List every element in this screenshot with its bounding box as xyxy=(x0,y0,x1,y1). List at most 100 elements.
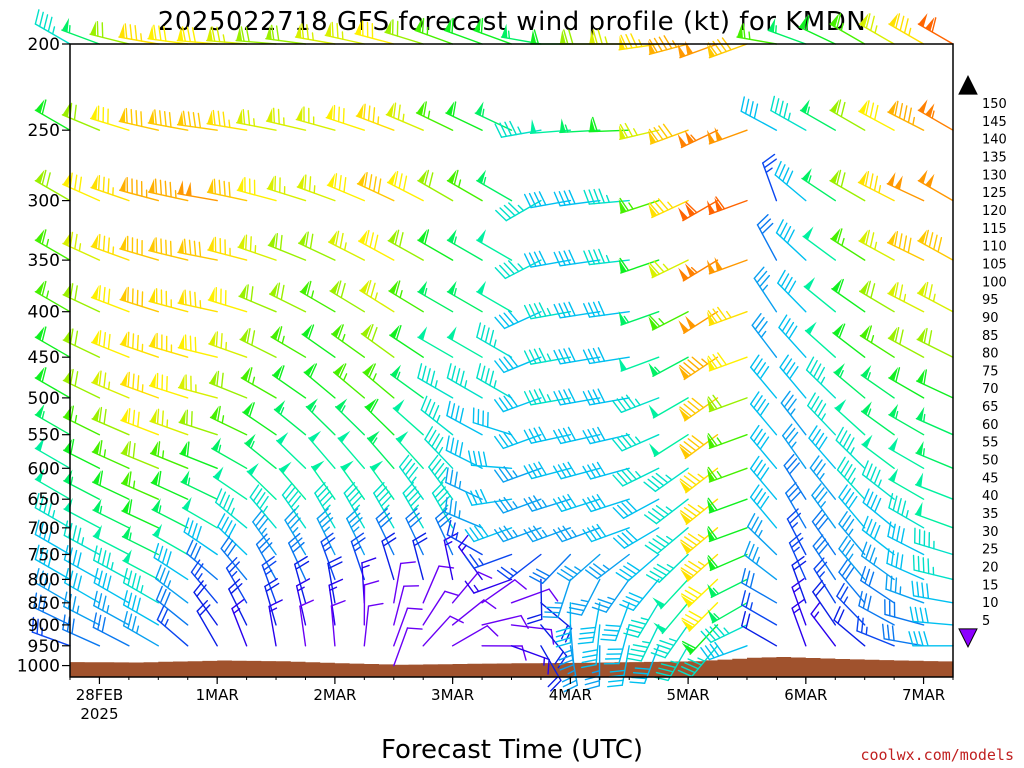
barb-full xyxy=(779,222,788,237)
barb-pennant xyxy=(389,324,400,339)
barb-full xyxy=(921,582,925,599)
wind-barb xyxy=(552,525,601,543)
wind-barb xyxy=(706,497,748,514)
barb-full xyxy=(620,34,628,50)
barb-full xyxy=(791,555,805,566)
barb-full xyxy=(127,440,132,457)
barb-half xyxy=(510,567,518,574)
barb-full xyxy=(289,517,301,530)
wind-barb xyxy=(225,556,248,604)
barb-pennant xyxy=(888,13,899,28)
barb-half xyxy=(262,505,268,514)
wind-barb xyxy=(375,508,395,556)
barb-full xyxy=(417,363,423,379)
barb-full xyxy=(183,517,190,533)
barb-full xyxy=(928,531,931,548)
barb-half xyxy=(141,384,144,393)
barb-shaft xyxy=(91,341,130,358)
barb-full xyxy=(757,320,768,335)
barb-shaft xyxy=(236,122,277,131)
barb-full xyxy=(745,570,751,586)
barb-half xyxy=(323,526,331,533)
wind-barb xyxy=(443,532,458,581)
barb-full xyxy=(34,519,40,536)
barb-shaft xyxy=(122,604,160,626)
wind-barb xyxy=(89,20,130,45)
barb-full xyxy=(455,368,461,384)
barb-shaft xyxy=(651,199,689,219)
barb-pennant xyxy=(830,99,840,114)
barb-full xyxy=(865,518,873,534)
barb-full xyxy=(64,567,69,584)
barb-full xyxy=(31,616,35,633)
wind-barb xyxy=(120,371,160,399)
barb-pennant xyxy=(888,367,899,381)
barb-half xyxy=(434,380,438,389)
wind-barb xyxy=(648,311,689,331)
barb-shaft xyxy=(532,527,572,543)
wind-barb xyxy=(34,567,71,604)
barb-shaft xyxy=(595,624,601,666)
barb-half xyxy=(228,119,231,129)
barb-full xyxy=(914,527,916,544)
barb-full xyxy=(489,329,495,346)
barb-shaft xyxy=(481,614,522,626)
wind-barb xyxy=(523,495,572,512)
barb-pennant xyxy=(680,568,693,582)
wind-barb xyxy=(118,107,160,131)
barb-full xyxy=(839,430,848,445)
y-tick-label: 600 xyxy=(28,459,60,479)
barb-full xyxy=(250,286,254,302)
wind-barb xyxy=(445,467,483,500)
colorbar-label: 25 xyxy=(982,543,999,558)
barb-full xyxy=(621,532,634,544)
barb-full xyxy=(817,517,829,531)
barb-full xyxy=(898,102,904,119)
wind-barb xyxy=(316,508,336,556)
barb-shaft xyxy=(914,513,954,529)
barb-full xyxy=(817,403,827,418)
barb-full xyxy=(588,249,596,265)
wind-barb xyxy=(357,229,395,261)
barb-full xyxy=(914,606,919,623)
barb-half xyxy=(230,570,238,578)
barb-shaft xyxy=(858,605,895,626)
barb-half xyxy=(697,533,706,540)
barb-full xyxy=(421,365,427,382)
barb-full xyxy=(168,111,172,128)
barb-pennant xyxy=(648,443,660,457)
barb-full xyxy=(406,607,423,610)
barb-pennant xyxy=(330,280,340,295)
barb-pennant xyxy=(266,108,273,123)
barb-full xyxy=(815,463,826,477)
barb-full xyxy=(328,561,343,570)
y-tick-label: 900 xyxy=(28,616,60,636)
barb-full xyxy=(809,455,820,469)
barb-full xyxy=(886,624,890,641)
barb-shaft xyxy=(228,588,248,626)
wind-barb xyxy=(706,257,748,275)
wind-barb xyxy=(778,314,807,358)
barb-full xyxy=(691,435,705,446)
barb-full xyxy=(862,488,870,504)
barb-pennant xyxy=(325,22,332,37)
barb-full xyxy=(498,434,509,448)
wind-barb xyxy=(611,394,660,413)
barb-full xyxy=(338,175,342,191)
barb-shaft xyxy=(451,599,485,626)
wind-barb xyxy=(812,579,836,626)
wind-barb xyxy=(392,399,424,436)
barb-full xyxy=(213,178,217,195)
wind-barb xyxy=(90,174,130,202)
colorbar-label: 30 xyxy=(982,525,999,540)
barb-shaft xyxy=(405,517,424,556)
barb-full xyxy=(215,331,219,348)
barb-full xyxy=(785,170,794,186)
barb-full xyxy=(532,525,543,539)
barb-full xyxy=(865,280,871,297)
barb-shaft xyxy=(531,467,572,480)
barb-full xyxy=(888,492,894,509)
barb-shaft xyxy=(276,439,307,469)
barb-full xyxy=(136,238,139,255)
barb-full xyxy=(102,286,106,303)
